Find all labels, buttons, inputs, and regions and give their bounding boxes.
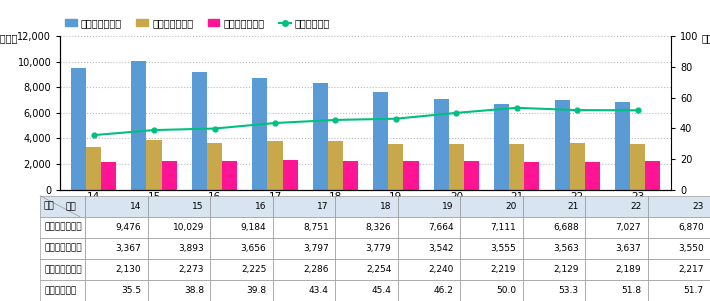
Bar [131,61,146,190]
Bar [555,100,569,190]
Bar [86,147,101,190]
Bar [71,68,86,190]
Bar [449,144,464,190]
Bar [252,78,268,190]
Bar [403,161,419,190]
Bar [509,144,525,190]
Bar [615,102,630,190]
Bar [373,92,388,190]
Bar [388,144,403,190]
Bar [464,161,479,190]
Bar [494,104,509,190]
Bar [268,141,283,190]
Bar [630,144,645,190]
Bar [222,161,237,190]
Bar [585,162,600,190]
Bar [146,140,162,190]
Bar [283,160,297,190]
Bar [162,160,177,190]
Bar [328,141,343,190]
Bar [101,162,116,190]
Text: 区分: 区分 [43,201,55,210]
Bar [525,163,540,190]
Y-axis label: （件・人）: （件・人） [0,33,18,43]
Bar [434,99,449,190]
Bar [312,83,328,190]
Y-axis label: （％）: （％） [701,33,710,43]
Bar [343,161,358,190]
Bar [192,72,207,190]
Bar [645,161,660,190]
Legend: 認知件数（件）, 検挙件数（件）, 検挙人員（人）, 検挙率（％）: 認知件数（件）, 検挙件数（件）, 検挙人員（人）, 検挙率（％） [65,18,330,28]
Bar [569,143,585,190]
Text: 年次: 年次 [65,203,76,211]
Bar [207,143,222,190]
